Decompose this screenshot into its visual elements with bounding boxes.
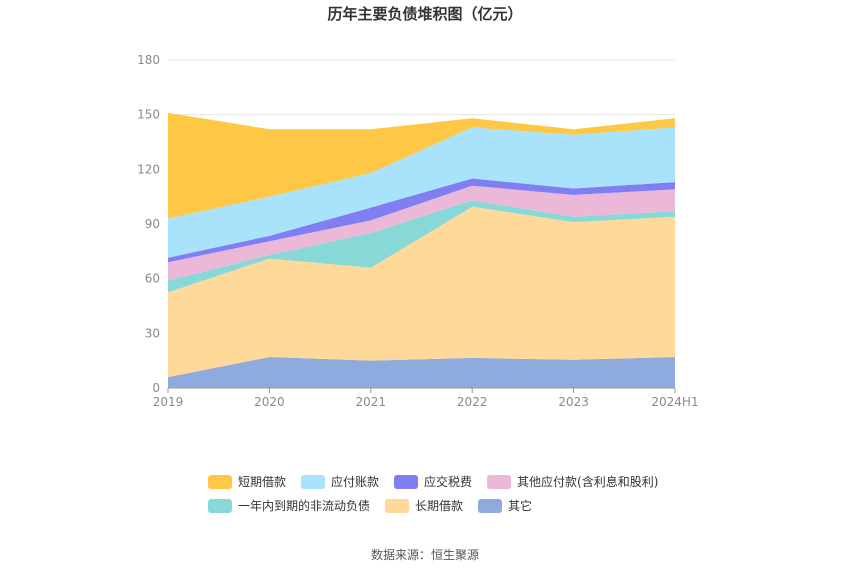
legend-label: 短期借款	[238, 475, 286, 489]
x-axis: 2019 2020 2021 2022 2023 2024H1	[153, 387, 699, 409]
area-series-4	[168, 178, 675, 263]
x-tick-label: 2023	[558, 395, 589, 409]
legend-item[interactable]: 其它	[478, 498, 532, 513]
y-tick-label: 0	[152, 381, 160, 395]
y-tick-label: 90	[145, 217, 160, 231]
x-tick-label: 2020	[254, 395, 285, 409]
chart-title: 历年主要负债堆积图（亿元）	[327, 5, 522, 23]
legend-swatch	[478, 499, 503, 513]
legend-swatch	[208, 475, 232, 489]
legend-label: 其他应付款(含利息和股利)	[517, 474, 658, 489]
legend-swatch	[394, 475, 419, 489]
legend-label: 其它	[508, 498, 532, 513]
y-axis: 0 30 60 90 120 150 180	[137, 53, 160, 395]
legend-swatch	[385, 499, 410, 513]
x-tick-label: 2024H1	[651, 395, 698, 409]
legend-label: 应交税费	[424, 474, 472, 489]
legend-item[interactable]: 长期借款	[385, 499, 463, 513]
area-series-0	[168, 357, 675, 388]
legend: 短期借款 应付账款 应交税费 其他应付款(含利息和股利) 一年内到期的非流动负债 长期借款…	[208, 474, 658, 513]
legend-item[interactable]: 一年内到期的非流动负债	[208, 498, 370, 513]
legend-item[interactable]: 其他应付款(含利息和股利)	[487, 474, 658, 489]
y-tick-label: 30	[145, 326, 160, 340]
legend-swatch	[301, 475, 326, 489]
legend-item[interactable]: 短期借款	[208, 475, 286, 489]
y-tick-label: 120	[137, 162, 160, 176]
legend-swatch	[208, 499, 232, 513]
x-tick-label: 2021	[356, 395, 387, 409]
legend-label: 一年内到期的非流动负债	[238, 498, 370, 513]
area-series-3	[168, 185, 675, 281]
legend-item[interactable]: 应交税费	[394, 474, 472, 489]
stacked-areas	[168, 112, 675, 388]
x-tick-label: 2022	[457, 395, 488, 409]
y-tick-label: 60	[145, 272, 160, 286]
y-tick-label: 150	[137, 108, 160, 122]
y-tick-label: 180	[137, 53, 160, 67]
x-tick-label: 2019	[153, 395, 184, 409]
area-series-2	[168, 200, 675, 293]
data-source: 数据来源：恒生聚源	[371, 547, 479, 562]
legend-item[interactable]: 应付账款	[301, 474, 379, 489]
legend-swatch	[487, 475, 512, 489]
area-series-1	[168, 206, 675, 378]
area-series-5	[168, 127, 675, 258]
legend-label: 应付账款	[331, 474, 379, 489]
area-series-6	[168, 112, 675, 219]
legend-label: 长期借款	[415, 499, 463, 513]
